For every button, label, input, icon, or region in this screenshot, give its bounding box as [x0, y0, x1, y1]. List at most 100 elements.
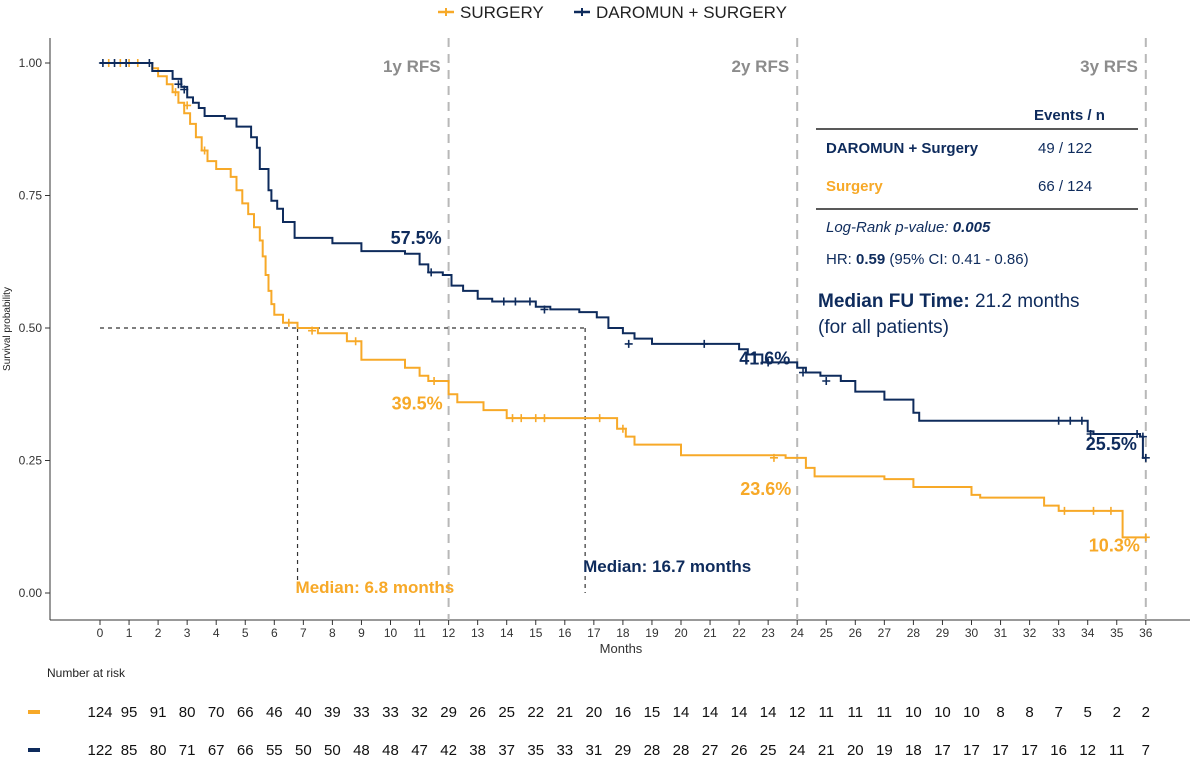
- risk-value: 14: [760, 704, 777, 721]
- censor-mark: [799, 368, 808, 377]
- x-tick-label: 7: [300, 626, 307, 640]
- legend-label-daromun-surgery: DAROMUN + SURGERY: [596, 3, 787, 22]
- censor-mark: [595, 414, 604, 423]
- risk-value: 35: [527, 742, 544, 759]
- risk-value: 28: [644, 742, 661, 759]
- censor-mark: [1054, 416, 1063, 425]
- risk-value: 17: [963, 742, 980, 759]
- risk-value: 18: [905, 742, 922, 759]
- x-tick-label: 27: [878, 626, 892, 640]
- risk-value: 40: [295, 704, 312, 721]
- milestone-label: 1y RFS: [383, 57, 441, 76]
- x-tick-label: 9: [358, 626, 365, 640]
- risk-table: 124 95 91 80 70 66 46 40 39 33 33 32 29 26 25 22 21 20 16 1…: [28, 704, 1150, 759]
- risk-value: 11: [1109, 742, 1125, 759]
- censor-mark: [499, 297, 508, 306]
- censor-mark: [180, 85, 189, 94]
- censor-mark: [1086, 430, 1095, 438]
- risk-value: 47: [411, 742, 428, 759]
- y-tick-label: 0.75: [19, 189, 43, 203]
- risk-value: 85: [121, 742, 138, 759]
- risk-value: 33: [556, 742, 573, 759]
- x-tick-label: 36: [1139, 626, 1153, 640]
- x-tick-label: 1: [126, 626, 133, 640]
- censor-mark: [624, 339, 633, 348]
- risk-value: 28: [673, 742, 690, 759]
- risk-value: 24: [789, 742, 806, 759]
- censor-mark: [531, 414, 540, 423]
- x-tick-label: 35: [1110, 626, 1124, 640]
- risk-value: 17: [992, 742, 1009, 759]
- risk-value: 55: [266, 742, 283, 759]
- risk-value: 37: [498, 742, 515, 759]
- x-tick-label: 30: [965, 626, 979, 640]
- x-tick-label: 21: [703, 626, 717, 640]
- milestone-lines: 1y RFS 2y RFS 3y RFS: [383, 38, 1147, 620]
- point-label: 10.3%: [1089, 535, 1140, 555]
- risk-value: 10: [905, 704, 922, 721]
- risk-value: 16: [1050, 742, 1067, 759]
- point-label: 57.5%: [391, 228, 442, 248]
- x-tick-label: 12: [442, 626, 456, 640]
- stats-table: Events / n DAROMUN + Surgery 49 / 122 Su…: [816, 107, 1138, 268]
- median-label: Median: 16.7 months: [583, 557, 751, 576]
- y-tick-label: 1.00: [19, 56, 43, 70]
- x-tick-label: 8: [329, 626, 336, 640]
- censor-mark: [1060, 506, 1069, 515]
- median-fu-value: 21.2 months: [970, 291, 1080, 312]
- median-lines: Median: 6.8 months Median: 16.7 months: [100, 327, 751, 597]
- x-tick-label: 26: [849, 626, 863, 640]
- risk-value: 26: [731, 742, 748, 759]
- x-tick-label: 6: [271, 626, 278, 640]
- risk-value: 5: [1084, 704, 1092, 721]
- censor-mark: [145, 59, 154, 67]
- point-label: 23.6%: [740, 479, 791, 499]
- x-tick-label: 28: [907, 626, 921, 640]
- x-tick-label: 16: [558, 626, 572, 640]
- risk-value: 19: [876, 742, 893, 759]
- censor-mark: [98, 59, 107, 67]
- risk-value: 14: [673, 704, 690, 721]
- logrank-label: Log-Rank p-value:: [826, 219, 953, 236]
- risk-value: 50: [324, 742, 341, 759]
- x-tick-label: 4: [213, 626, 220, 640]
- risk-value: 16: [615, 704, 632, 721]
- risk-table-title: Number at risk: [47, 666, 126, 680]
- x-tick-label: 23: [761, 626, 775, 640]
- risk-value: 70: [208, 704, 225, 721]
- risk-value: 95: [121, 704, 138, 721]
- risk-value: 10: [963, 704, 980, 721]
- median-fu: Median FU Time: 21.2 months (for all pat…: [818, 291, 1080, 338]
- risk-value: 66: [237, 742, 254, 759]
- x-tick-label: 3: [184, 626, 191, 640]
- x-tick-label: 33: [1052, 626, 1066, 640]
- censor-mark: [183, 101, 192, 110]
- risk-value: 14: [702, 704, 719, 721]
- survival-curves: [98, 59, 1150, 542]
- risk-value: 27: [702, 742, 719, 759]
- risk-value: 14: [731, 704, 748, 721]
- y-tick-label: 0.00: [19, 586, 43, 600]
- risk-value: 8: [1025, 704, 1033, 721]
- survival-line-daromun-surgery: [100, 62, 1146, 459]
- point-labels: 57.5% 39.5% 41.6% 23.6% 25.5% 10.3%: [391, 228, 1140, 556]
- risk-value: 50: [295, 742, 312, 759]
- risk-value: 46: [266, 704, 283, 721]
- risk-value: 71: [179, 742, 196, 759]
- x-axis-ticks: 0 1 2 3 4 5 6 7 8 9 10 11 12 13 14 15 16 17 18 19 20 21 22 23 24…: [97, 620, 1153, 640]
- risk-value: 8: [996, 704, 1004, 721]
- risk-value: 29: [440, 704, 457, 721]
- censor-mark: [427, 268, 436, 277]
- censor-mark: [110, 59, 119, 67]
- censor-mark: [308, 326, 317, 335]
- censor-mark: [1077, 416, 1086, 425]
- x-tick-label: 10: [384, 626, 398, 640]
- censor-mark: [171, 88, 180, 97]
- risk-row-swatch: [28, 748, 40, 752]
- x-tick-label: 14: [500, 626, 514, 640]
- risk-value: 33: [353, 704, 370, 721]
- risk-value: 21: [556, 704, 573, 721]
- risk-value: 20: [586, 704, 603, 721]
- censor-mark: [351, 337, 360, 346]
- x-tick-label: 31: [994, 626, 1008, 640]
